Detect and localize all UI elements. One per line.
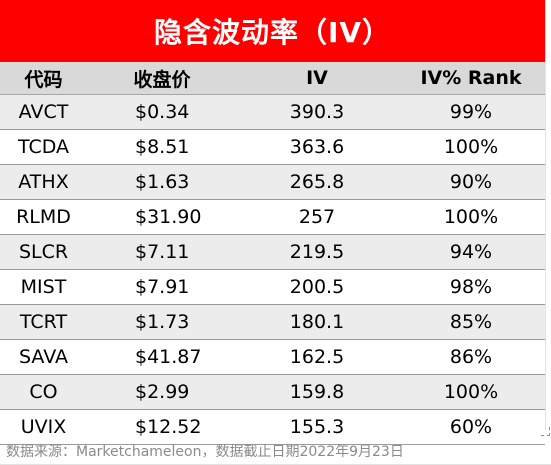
cell-iv: 265.8 — [237, 164, 397, 200]
cell-iv: 200.5 — [237, 269, 397, 305]
table-row: UVIX $12.52 155.3 60% — [0, 409, 545, 445]
table-row: SAVA $41.87 162.5 86% — [0, 339, 545, 375]
cell-price: $7.11 — [87, 234, 237, 270]
column-header-iv-rank: IV% Rank — [397, 62, 545, 95]
cell-price: $0.34 — [87, 94, 237, 130]
cell-ticker: MIST — [0, 269, 87, 305]
cell-rank: 85% — [397, 304, 545, 340]
table-row: TCDA $8.51 363.6 100% — [0, 129, 545, 165]
cell-price: $1.73 — [87, 304, 237, 340]
cell-iv: 390.3 — [237, 94, 397, 130]
cell-price: $7.91 — [87, 269, 237, 305]
table-row: RLMD $31.90 257 100% — [0, 199, 545, 235]
cell-price: $31.90 — [87, 199, 237, 235]
table-row: TCRT $1.73 180.1 85% — [0, 304, 545, 340]
cell-rank: 100% — [397, 374, 545, 410]
cell-ticker: CO — [0, 374, 87, 410]
cell-ticker: AVCT — [0, 94, 87, 130]
column-header-iv: IV — [237, 62, 397, 95]
table-row: CO $2.99 159.8 100% — [0, 374, 545, 410]
cell-ticker: UVIX — [0, 409, 87, 445]
column-header-ticker: 代码 — [0, 62, 87, 95]
cell-iv: 155.3 — [237, 409, 397, 445]
cell-iv: 219.5 — [237, 234, 397, 270]
cell-iv: 257 — [237, 199, 397, 235]
cell-rank: 94% — [397, 234, 545, 270]
cell-rank: 60% — [397, 409, 545, 445]
cell-rank: 98% — [397, 269, 545, 305]
cell-price: $8.51 — [87, 129, 237, 165]
table-row: MIST $7.91 200.5 98% — [0, 269, 545, 305]
cell-rank: 100% — [397, 129, 545, 165]
header-row: 代码 收盘价 IV IV% Rank — [0, 62, 545, 95]
cell-iv: 162.5 — [237, 339, 397, 375]
sheet-gridline — [545, 0, 546, 430]
cell-price: $1.63 — [87, 164, 237, 200]
cell-price: $41.87 — [87, 339, 237, 375]
cell-iv: 180.1 — [237, 304, 397, 340]
cell-ticker: RLMD — [0, 199, 87, 235]
table-row: ATHX $1.63 265.8 90% — [0, 164, 545, 200]
cell-iv: 363.6 — [237, 129, 397, 165]
cell-ticker: SAVA — [0, 339, 87, 375]
cell-ticker: TCRT — [0, 304, 87, 340]
cell-price: $2.99 — [87, 374, 237, 410]
table-row: AVCT $0.34 390.3 99% — [0, 94, 545, 130]
cell-ticker: ATHX — [0, 164, 87, 200]
table-title: 隐含波动率（IV） — [0, 0, 545, 63]
cell-ticker: TCDA — [0, 129, 87, 165]
selection-corner-handle — [541, 427, 550, 436]
cell-rank: 100% — [397, 199, 545, 235]
cell-rank: 90% — [397, 164, 545, 200]
iv-table: 代码 收盘价 IV IV% Rank AVCT $0.34 390.3 99% … — [0, 62, 545, 445]
table-row: SLCR $7.11 219.5 94% — [0, 234, 545, 270]
cell-ticker: SLCR — [0, 234, 87, 270]
cell-rank: 86% — [397, 339, 545, 375]
cell-rank: 99% — [397, 94, 545, 130]
column-header-close-price: 收盘价 — [87, 62, 237, 95]
source-footnote: 数据来源：Marketchameleon，数据截止日期2022年9月23日 — [6, 444, 404, 460]
cell-iv: 159.8 — [237, 374, 397, 410]
cell-price: $12.52 — [87, 409, 237, 445]
